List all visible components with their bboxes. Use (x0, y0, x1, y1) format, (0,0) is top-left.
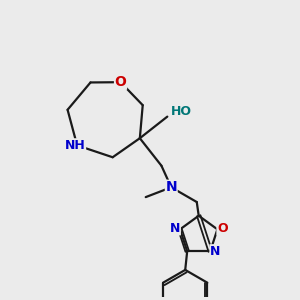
Text: N: N (170, 222, 180, 235)
Text: O: O (217, 222, 228, 235)
Text: N: N (210, 245, 220, 258)
Text: N: N (165, 180, 177, 194)
Text: NH: NH (65, 139, 85, 152)
Text: O: O (115, 75, 127, 89)
Text: HO: HO (171, 105, 192, 118)
